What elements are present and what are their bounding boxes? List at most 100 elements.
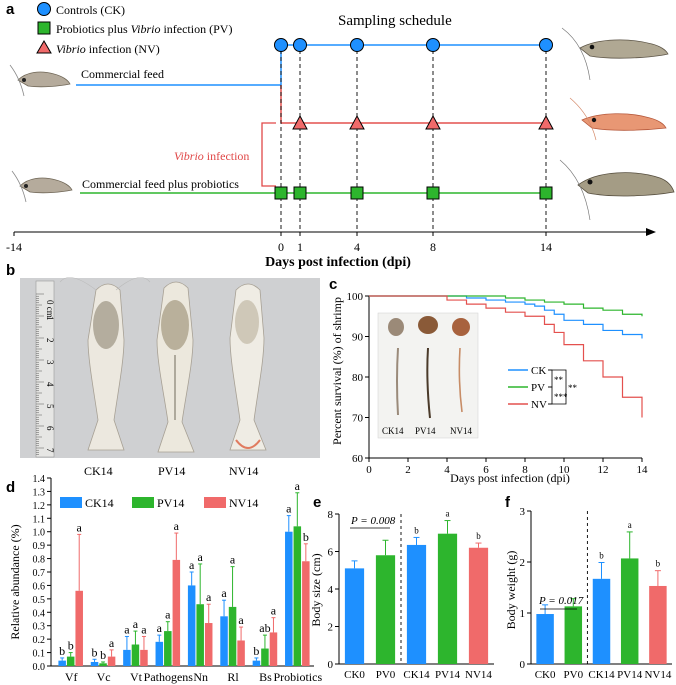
ruler-mark-7: 7 (45, 448, 55, 453)
shrimp-left-top-image (9, 64, 71, 97)
legend-nv14: NV14 (229, 496, 258, 510)
bar-ck14-pathogens (155, 641, 164, 666)
panel-d-ytick-label: 0.6 (33, 581, 46, 592)
axis-tick-8: 8 (430, 240, 436, 254)
panel-d-letter: d (6, 479, 15, 496)
panel-d-ytick-label: 1.0 (33, 528, 46, 539)
survival-curve-nv (369, 295, 643, 418)
panel-d-ylabel: Relative abundance (%) (8, 524, 22, 639)
panel-d-ytick-label: 1.2 (33, 501, 46, 512)
panel-c-xtick-label: 0 (366, 464, 372, 476)
panel-c-xtick-label: 10 (559, 464, 571, 476)
panel-f-bar-ck0 (536, 614, 554, 664)
panel-d-ytick-label: 0.4 (33, 608, 46, 619)
bar-pv14-vf (66, 656, 75, 666)
axis-tick-4: 4 (354, 240, 360, 254)
bar-nv14-vf (75, 590, 83, 666)
sampling-dashed-lines (280, 50, 547, 231)
axis-tick-14: 14 (540, 240, 552, 254)
panel-f-ylabel: Body weight (g) (504, 551, 518, 630)
panel-a-letter: a (6, 1, 15, 18)
sig-letter: a (238, 613, 244, 627)
ruler-mark-6: 6 (45, 426, 55, 431)
sig-letter: a (189, 558, 195, 572)
survival-curve-ck (369, 295, 643, 339)
bar-pv14-pathogens (164, 631, 172, 666)
sig-letter: a (77, 520, 83, 534)
nv-markers (292, 114, 554, 130)
panel-e-category-label: NV14 (465, 669, 492, 681)
probiotic-feed-label: Commercial feed plus probiotics (82, 177, 239, 191)
sig-letter: a (628, 520, 632, 530)
sig-letter: b (599, 551, 604, 561)
panel-f-category-label: PV0 (564, 669, 584, 681)
sig-letter: b (100, 648, 106, 662)
sig-letter: b (59, 644, 65, 658)
bar-nv14-bs (269, 632, 278, 666)
bar-ck14-bs (252, 660, 261, 666)
panel-e-ytick-label: 6 (328, 547, 334, 559)
panel-f-ytick-label: 3 (520, 506, 526, 518)
label-pv14: PV14 (158, 464, 185, 478)
panel-d-category-label: Vf (65, 670, 78, 684)
ruler-mark-5: 5 (45, 404, 55, 409)
panel-a-axis-ticks (13, 232, 547, 236)
sig-letter: a (271, 604, 277, 618)
sig-letter: a (124, 622, 130, 636)
ck-markers (274, 38, 553, 52)
ruler-mark-3: 3 (45, 360, 55, 365)
sig-letter: b (656, 559, 661, 569)
panel-d-ytick-label: 0.1 (33, 649, 46, 660)
panel-d-category-label: Bs (259, 670, 272, 684)
panel-e-pval: P = 0.008 (350, 515, 396, 527)
panel-e-bar-pv14 (437, 533, 458, 664)
label-nv14: NV14 (229, 464, 258, 478)
panel-c-letter: c (329, 276, 337, 293)
inset-label-pv14: PV14 (415, 426, 436, 436)
legend-nv: NV (531, 399, 547, 411)
panel-f-ytick-label: 0 (520, 659, 526, 671)
panel-f-category-label: PV14 (617, 669, 643, 681)
survival-curve-pv (369, 295, 643, 317)
sig-ck-nv: ** (568, 383, 578, 393)
sig-letter: a (133, 617, 139, 631)
sig-letter: b (68, 639, 74, 653)
panel-d-category-label: Vc (97, 670, 111, 684)
sig-letter: a (446, 509, 450, 519)
panel-f: f Body weight (g) 0 1 2 3 CK0 PV0 b CK14 a PV14 b N… (504, 494, 672, 681)
shrimp-ck14-photo (59, 277, 151, 451)
sig-letter: b (253, 644, 259, 658)
panel-a: a Controls (CK) Probiotics plus Vibrio i… (6, 1, 675, 270)
panel-c-xtick-label: 6 (483, 464, 489, 476)
sig-letter: b (414, 525, 419, 535)
bar-pv14-nn (196, 604, 204, 666)
bar-ck14-vf (58, 660, 66, 666)
panel-f-pval: P = 0.017 (538, 595, 584, 607)
sig-letter: a (157, 621, 163, 635)
panel-c-xtick-label: 4 (444, 464, 450, 476)
legend-ck14: CK14 (85, 496, 114, 510)
panel-c-xlabel: Days post infection (dpi) (450, 471, 570, 485)
panel-c-axes: 60 70 80 90 100 0 2 4 6 8 10 12 14 (347, 291, 649, 476)
shrimp-nv-photo (569, 97, 667, 141)
bar-ck14-rl (220, 616, 228, 666)
panel-e-ytick-label: 0 (328, 659, 334, 671)
sig-letter: a (206, 590, 212, 604)
bar-nv14-nn (204, 623, 213, 666)
bar-pv14-vt (131, 644, 140, 666)
panel-d: d Relative abundance (%) 0.0 0.1 0.2 0.3 0.4… (6, 474, 322, 684)
legend-pv-marker (37, 21, 51, 35)
sig-pv-nv: *** (554, 392, 568, 402)
panel-e-category-label: CK14 (403, 669, 430, 681)
ruler-mark-0: 0 cm (45, 300, 55, 318)
panel-d-ytick-label: 1.1 (33, 514, 46, 525)
inset-pv14-gut (418, 316, 438, 334)
panel-d-axes: 0.0 0.1 0.2 0.3 0.4 0.5 0.6 0.7 0.8 0.9 1.0 1.1 1.2 1… (33, 474, 323, 684)
ruler-mark-2: 2 (45, 338, 55, 343)
sig-letter: a (141, 622, 147, 636)
shrimp-pv14-photo (156, 281, 195, 453)
bar-pv14-rl (228, 606, 237, 666)
bar-pv14-vc (99, 663, 107, 666)
panel-c-inset: CK14 PV14 NV14 (377, 312, 479, 439)
panel-d-category-label: Vt (130, 670, 143, 684)
